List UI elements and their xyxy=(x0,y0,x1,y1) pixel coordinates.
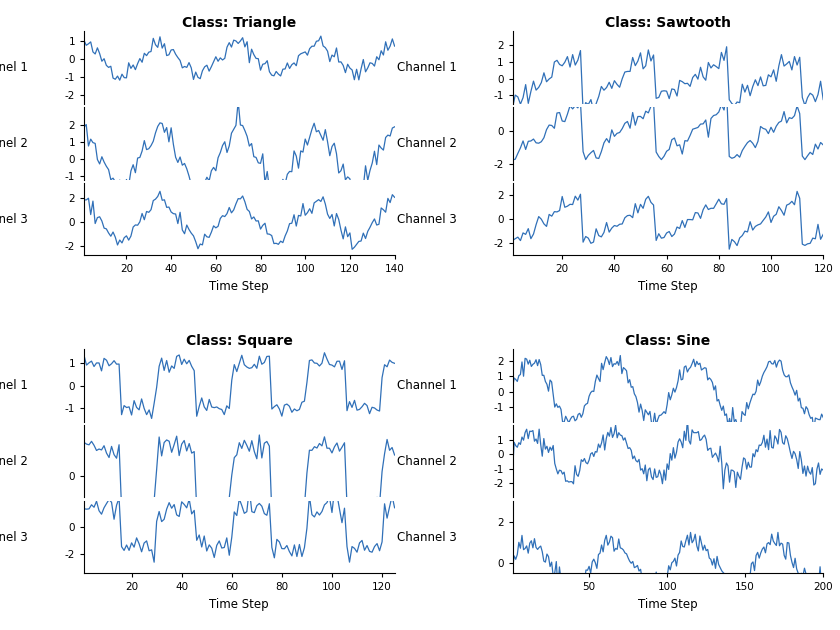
Y-axis label: Channel 1: Channel 1 xyxy=(396,379,457,392)
Y-axis label: Channel 2: Channel 2 xyxy=(396,455,457,468)
Y-axis label: Channel 1: Channel 1 xyxy=(396,61,457,74)
Y-axis label: Channel 3: Channel 3 xyxy=(0,213,28,226)
Y-axis label: Channel 3: Channel 3 xyxy=(0,530,28,544)
Y-axis label: Channel 2: Channel 2 xyxy=(0,455,28,468)
X-axis label: Time Step: Time Step xyxy=(638,280,698,293)
Y-axis label: Channel 3: Channel 3 xyxy=(397,530,457,544)
Y-axis label: Channel 3: Channel 3 xyxy=(397,213,457,226)
Title: Class: Sine: Class: Sine xyxy=(625,335,711,348)
Y-axis label: Channel 1: Channel 1 xyxy=(0,379,28,392)
X-axis label: Time Step: Time Step xyxy=(209,598,269,611)
Y-axis label: Channel 2: Channel 2 xyxy=(0,137,28,150)
X-axis label: Time Step: Time Step xyxy=(638,598,698,611)
X-axis label: Time Step: Time Step xyxy=(209,280,269,293)
Y-axis label: Channel 1: Channel 1 xyxy=(0,61,28,74)
Y-axis label: Channel 2: Channel 2 xyxy=(396,137,457,150)
Title: Class: Triangle: Class: Triangle xyxy=(182,16,297,30)
Title: Class: Sawtooth: Class: Sawtooth xyxy=(605,16,731,30)
Title: Class: Square: Class: Square xyxy=(186,335,292,348)
